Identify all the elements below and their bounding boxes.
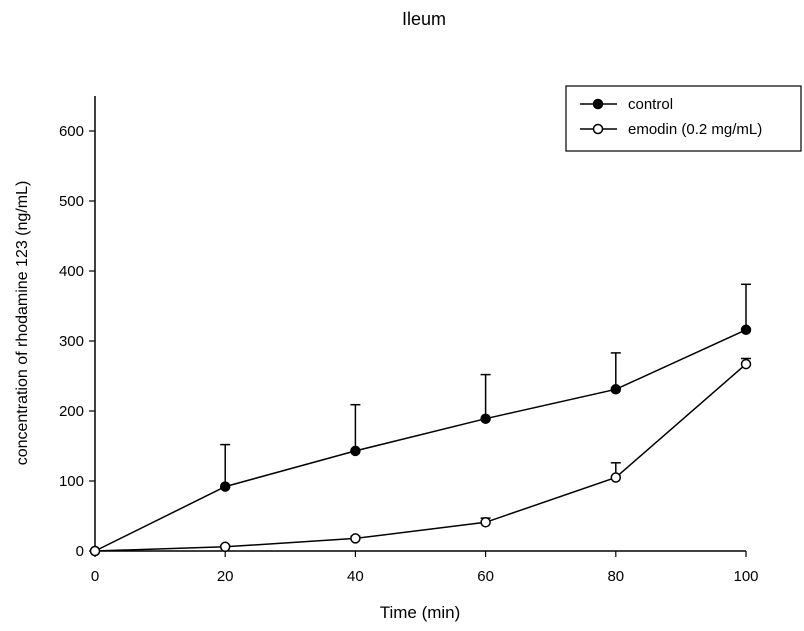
x-tick-label: 0 (91, 568, 99, 585)
series-lines (94, 329, 747, 552)
data-points (89, 324, 752, 557)
legend: control emodin (0.2 mg/mL) (565, 85, 802, 152)
legend-control-label: control (628, 96, 673, 113)
x-tick-label: 40 (347, 568, 364, 585)
y-tick-label: 0 (76, 543, 84, 560)
control-data-point (740, 324, 752, 336)
y-tick-label: 200 (59, 403, 84, 420)
x-tick-label: 60 (477, 568, 494, 585)
x-tick-label: 100 (733, 568, 758, 585)
y-tick-label: 300 (59, 333, 84, 350)
emodin-series-line (94, 363, 747, 552)
chart-title: Ileum (402, 9, 446, 29)
y-ticks: 0 100 200 300 400 500 600 (59, 123, 95, 560)
legend-control-marker (592, 98, 604, 110)
x-axis-label: Time (min) (380, 603, 461, 622)
emodin-data-point (219, 541, 231, 553)
x-ticks: 0 20 40 60 80 100 (91, 551, 759, 585)
legend-emodin-label: emodin (0.2 mg/mL) (628, 121, 762, 138)
y-tick-label: 100 (59, 473, 84, 490)
control-data-point (350, 445, 361, 457)
emodin-data-point (89, 545, 101, 557)
control-data-point (610, 384, 622, 395)
x-tick-label: 80 (607, 568, 624, 585)
control-series-line (94, 329, 747, 552)
y-axis-label: concentration of rhodamine 123 (ng/mL) (14, 181, 31, 466)
legend-box (565, 85, 802, 152)
x-tick-label: 20 (217, 568, 234, 585)
emodin-data-point (480, 517, 491, 528)
emodin-data-point (610, 472, 622, 483)
y-tick-label: 400 (59, 263, 84, 280)
y-tick-label: 500 (59, 193, 84, 210)
control-data-point (480, 413, 491, 424)
emodin-data-point (350, 533, 361, 544)
y-tick-label: 600 (59, 123, 84, 140)
control-data-point (219, 481, 231, 492)
emodin-data-point (740, 358, 752, 370)
legend-emodin-marker (592, 123, 604, 135)
